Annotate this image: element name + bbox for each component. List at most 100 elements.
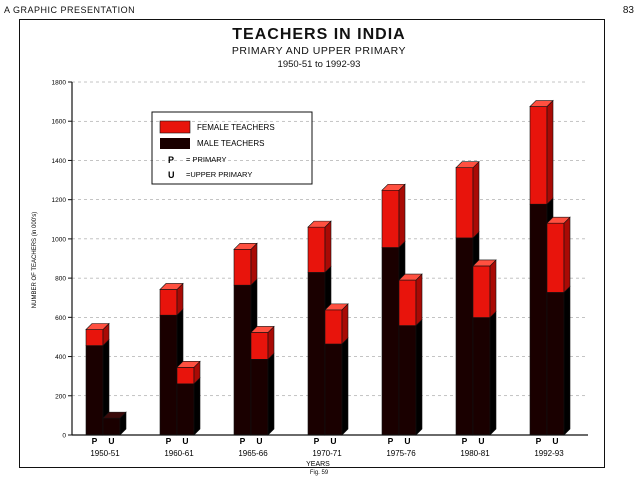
y-tick-label: 400 (55, 354, 66, 361)
bar-type-label: U (108, 436, 114, 446)
bar-top (529, 100, 554, 107)
bar-female-segment (398, 279, 417, 326)
bar-top (324, 303, 349, 311)
bar-female-segment (176, 367, 195, 385)
x-tick-label: 1980-81 (460, 449, 490, 458)
legend-male-swatch (160, 138, 190, 149)
bar-male-side (415, 318, 423, 436)
y-tick-labels: 0 200 400 600 800 1000 1200 1400 1600 1800 (52, 80, 67, 440)
bar-top (546, 216, 571, 224)
bar-male-segment (529, 203, 548, 436)
bar-female-segment (159, 289, 178, 316)
bar-female-segment (250, 332, 269, 360)
bar-top (455, 161, 480, 169)
bar-male-segment (472, 317, 491, 436)
legend-female-label: FEMALE TEACHERS (197, 123, 275, 132)
figure-frame (19, 19, 605, 468)
bar-female-side (250, 242, 258, 286)
bar-type-label: U (552, 436, 558, 446)
bar-female-side (341, 303, 349, 345)
bar-male-side (563, 285, 571, 436)
chart-title: TEACHERS IN INDIA (232, 26, 406, 43)
bar-male-segment (546, 292, 565, 436)
bar-female-segment (233, 248, 252, 286)
bar-top (250, 326, 275, 333)
bar-male-segment (381, 247, 400, 436)
bar-top (176, 361, 201, 368)
x-axis-label: YEARS (306, 461, 330, 468)
bar-type-label: P (240, 436, 246, 446)
bar-type-label: P (462, 436, 468, 446)
bar-top (472, 259, 497, 267)
y-tick-label: 1200 (52, 197, 67, 204)
bar-type-label: U (256, 436, 262, 446)
bar-male-segment (176, 383, 195, 436)
y-tick-label: 0 (62, 433, 66, 440)
x-tick-label: 1965-66 (238, 449, 268, 458)
legend-male-label: MALE TEACHERS (197, 139, 264, 148)
bar-female-segment (324, 309, 343, 345)
bar-type-label: U (330, 436, 336, 446)
y-tick-label: 600 (55, 315, 66, 322)
bar-female-side (324, 220, 332, 274)
y-tick-label: 1800 (52, 80, 67, 87)
legend-p-text: = PRIMARY (186, 155, 227, 164)
bar-type-label: U (404, 436, 410, 446)
bar-female-segment (307, 226, 326, 273)
bar-female-side (489, 259, 497, 319)
bar-type-label: P (536, 436, 542, 446)
x-tick-label: 1950-51 (90, 449, 120, 458)
x-tick-label: 1970-71 (312, 449, 342, 458)
legend-u-key: U (168, 170, 175, 180)
bar-female-segment (546, 222, 565, 293)
bar-top (233, 242, 258, 250)
y-tick-label: 1600 (52, 119, 67, 126)
bar-top (85, 323, 110, 330)
bar-male-segment (250, 359, 269, 436)
bar-type-label: P (388, 436, 394, 446)
y-tick-label: 1400 (52, 158, 67, 165)
bar-female-side (472, 160, 480, 239)
bar-top (398, 273, 423, 281)
bar-male-side (193, 377, 201, 436)
x-tick-label: 1992-93 (534, 449, 564, 458)
legend-box (151, 111, 313, 185)
running-header: A GRAPHIC PRESENTATION (4, 5, 136, 15)
bar-type-label: U (182, 436, 188, 446)
legend-p-key: P (168, 155, 174, 165)
page-number: 83 (622, 5, 634, 16)
chart-subtitle: PRIMARY AND UPPER PRIMARY (231, 45, 407, 57)
x-tick-label: 1960-61 (164, 449, 194, 458)
bar-male-segment (324, 343, 343, 436)
bar-top (159, 283, 184, 290)
bar-male-side (341, 337, 349, 436)
legend-female-swatch (159, 120, 191, 134)
bar-top (102, 411, 127, 419)
bar-female-segment (455, 167, 474, 239)
bar-female-side (563, 216, 571, 294)
bar-female-side (546, 99, 554, 205)
bar-male-segment (398, 325, 417, 436)
bar-male-segment (233, 284, 252, 436)
y-tick-label: 200 (55, 393, 66, 400)
bar-type-label: U (478, 436, 484, 446)
bar-female-segment (472, 265, 491, 318)
bar-type-label: P (92, 436, 98, 446)
y-axis-label: NUMBER OF TEACHERS (in 000's) (32, 212, 38, 308)
bar-groups (85, 99, 571, 436)
bar-female-segment (381, 189, 400, 248)
legend-u-text: =UPPER PRIMARY (186, 170, 252, 179)
bar-male-segment (102, 417, 121, 436)
bar-male-segment (307, 272, 326, 436)
bar-top (307, 220, 332, 228)
bar-male-side (267, 352, 275, 436)
bar-female-segment (85, 329, 104, 346)
y-tick-label: 1000 (52, 236, 67, 243)
bar-male-segment (455, 237, 474, 436)
bar-female-side (415, 273, 423, 327)
bar-female-side (398, 183, 406, 249)
legend: FEMALE TEACHERS MALE TEACHERS P = PRIMAR… (151, 111, 313, 185)
figure-label: Fig. 59 (309, 470, 329, 476)
